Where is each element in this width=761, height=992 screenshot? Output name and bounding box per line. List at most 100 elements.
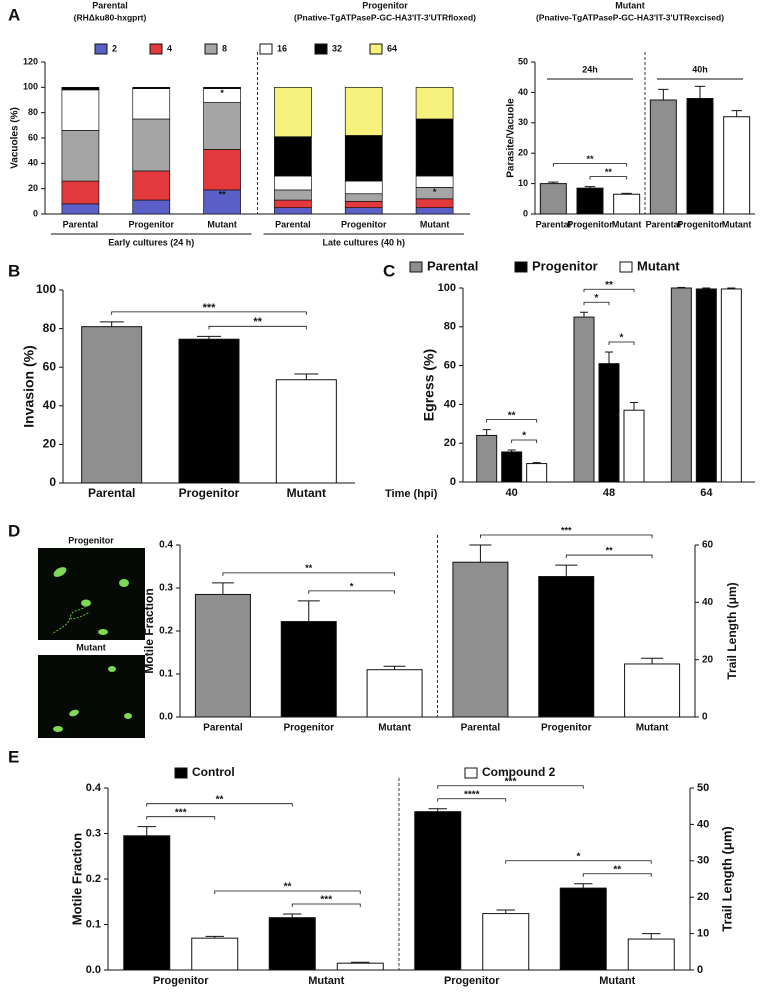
significance-bracket	[111, 311, 307, 315]
header-subtitle: (RHΔku80-hxgprt)	[74, 12, 147, 22]
bar	[573, 316, 595, 483]
x-tick-label: Progenitor	[541, 723, 592, 734]
bar-segment	[132, 86, 171, 89]
significance-bracket	[608, 341, 635, 346]
legend-swatch	[314, 43, 328, 55]
significance-bracket	[208, 325, 307, 330]
bar-segment	[132, 199, 171, 215]
bar-segment	[274, 199, 312, 209]
x-tick-label: Parental	[203, 723, 243, 734]
significance-label: ****	[464, 789, 480, 800]
bar-segment	[415, 175, 454, 188]
annotation: *	[220, 88, 224, 98]
y2-tick-label: 0	[702, 712, 708, 723]
y-tick-label: 20	[43, 437, 57, 451]
significance-label: ***	[561, 525, 572, 535]
legend-swatch	[514, 261, 528, 273]
bar-segment	[61, 130, 100, 182]
bar	[191, 937, 239, 971]
y-tick-label: 0.4	[159, 540, 173, 551]
bar-segment	[344, 200, 383, 209]
significance-label: **	[606, 545, 614, 555]
cell	[69, 709, 79, 717]
significance-bracket	[582, 873, 652, 877]
bar	[695, 288, 717, 483]
x-tick-label: Parental	[536, 219, 572, 229]
y-tick-label: 0.1	[86, 918, 101, 930]
group-label: Late cultures (40 h)	[322, 237, 405, 247]
y-tick-label: 0.3	[159, 583, 173, 594]
y2-tick-label: 40	[702, 597, 714, 608]
y2-tick-label: 20	[697, 891, 709, 903]
y-tick-label: 60	[43, 359, 57, 373]
x-tick-label: Progenitor	[283, 723, 334, 734]
y2-tick-label: 40	[697, 818, 709, 830]
bar	[624, 663, 681, 718]
header-subtitle: (Pnative-TgATPaseP-GC-HA3'IT-3'UTRfloxed…	[294, 12, 476, 22]
y-tick-label: 20	[518, 148, 528, 158]
x-tick-label: Parental	[63, 219, 99, 229]
x-tick-label: Mutant	[378, 723, 411, 734]
significance-bracket	[437, 785, 584, 789]
bar	[598, 363, 620, 483]
bar	[686, 97, 714, 215]
significance-bracket	[511, 439, 538, 443]
bar-segment	[203, 86, 241, 89]
bar-segment	[132, 88, 171, 120]
x-tick-label: Progenitor	[677, 219, 723, 229]
y2-tick-label: 60	[702, 540, 714, 551]
significance-label: ***	[203, 302, 217, 314]
x-tick-label: Mutant	[599, 975, 635, 987]
y-tick-label: 40	[518, 87, 528, 97]
bar-segment	[415, 207, 454, 215]
panel-letter: C	[383, 261, 395, 280]
cell	[81, 599, 91, 607]
bar	[538, 576, 595, 718]
significance-label: **	[586, 154, 594, 164]
bar	[723, 116, 751, 215]
bar	[627, 938, 675, 971]
y-tick-label: 20	[28, 183, 38, 193]
cell	[98, 629, 108, 635]
y-tick-label: 40	[43, 398, 57, 412]
bar	[268, 917, 316, 971]
significance-bracket	[589, 176, 628, 180]
x-tick-label: Mutant	[308, 975, 344, 987]
bar	[576, 187, 604, 215]
legend-label: Mutant	[637, 258, 680, 273]
bar	[366, 669, 423, 718]
group-label: 24h	[582, 64, 598, 74]
cell	[53, 567, 67, 577]
legend-swatch	[464, 767, 478, 779]
legend-swatch	[619, 261, 633, 273]
bar-segment	[61, 86, 100, 91]
bar	[720, 288, 742, 483]
bar-segment	[274, 136, 312, 177]
legend-label: 8	[222, 43, 227, 53]
significance-label: **	[216, 794, 224, 805]
y-tick-label: 100	[23, 82, 38, 92]
bar	[501, 451, 523, 483]
bar-segment	[61, 180, 100, 205]
y-tick-label: 0	[523, 208, 528, 218]
x-tick-label: Progenitor	[567, 219, 613, 229]
y-axis-label: Egress (%)	[421, 349, 437, 421]
bar	[539, 183, 567, 215]
y-tick-label: 0	[49, 475, 56, 489]
legend-label: Parental	[427, 258, 478, 273]
cell	[53, 726, 63, 732]
significance-bracket	[437, 798, 507, 802]
y-tick-label: 80	[43, 321, 57, 335]
bar-segment	[415, 198, 454, 209]
bar	[414, 811, 462, 971]
panel-letter: B	[8, 261, 20, 280]
y-tick-label: 100	[438, 282, 456, 294]
header-title: Mutant	[615, 0, 645, 10]
legend-label: Control	[192, 765, 235, 779]
cell	[124, 713, 132, 719]
significance-label: *	[577, 851, 581, 862]
significance-label: *	[620, 333, 624, 344]
significance-label: **	[613, 864, 621, 875]
y2-tick-label: 30	[697, 855, 709, 867]
